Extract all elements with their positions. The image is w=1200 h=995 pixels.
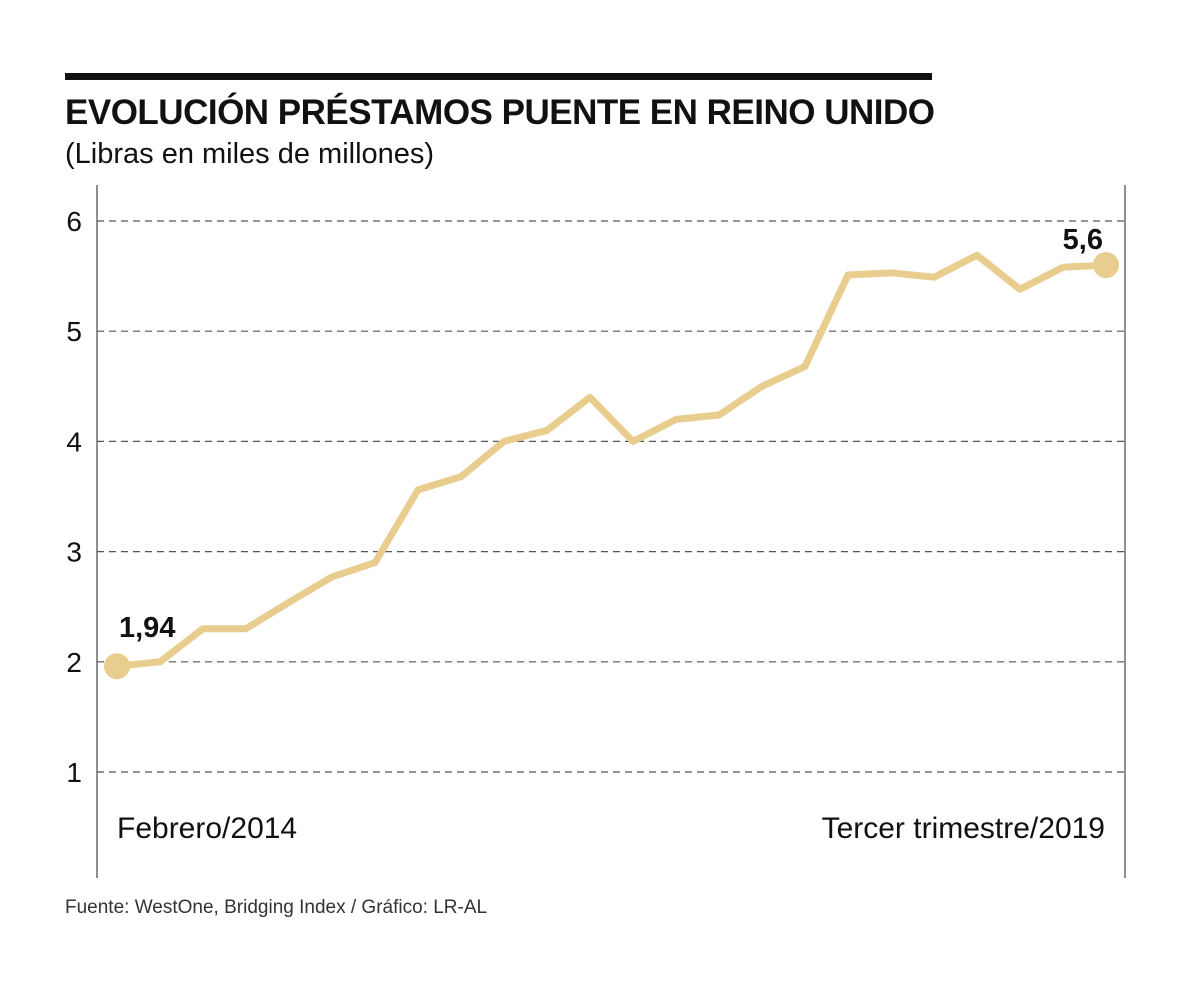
y-tick-label: 1 [66,757,82,788]
start-value-label: 1,94 [119,612,175,644]
start-point-marker [104,653,130,680]
source-note: Fuente: WestOne, Bridging Index / Gráfic… [65,897,488,918]
y-tick-label: 6 [66,206,82,237]
y-tick-label: 2 [66,647,82,678]
chart-title: EVOLUCIÓN PRÉSTAMOS PUENTE EN REINO UNID… [65,93,935,132]
end-point-marker [1093,252,1119,279]
end-value-label: 5,6 [1063,224,1103,256]
x-end-label: Tercer trimestre/2019 [822,812,1105,845]
chart-subtitle: (Libras en miles de millones) [65,138,435,170]
y-tick-label: 5 [66,316,82,347]
y-tick-label: 4 [66,426,82,457]
title-rule [65,73,932,80]
series-line [113,251,1110,670]
y-tick-label: 3 [66,537,82,568]
x-start-label: Febrero/2014 [117,812,297,845]
